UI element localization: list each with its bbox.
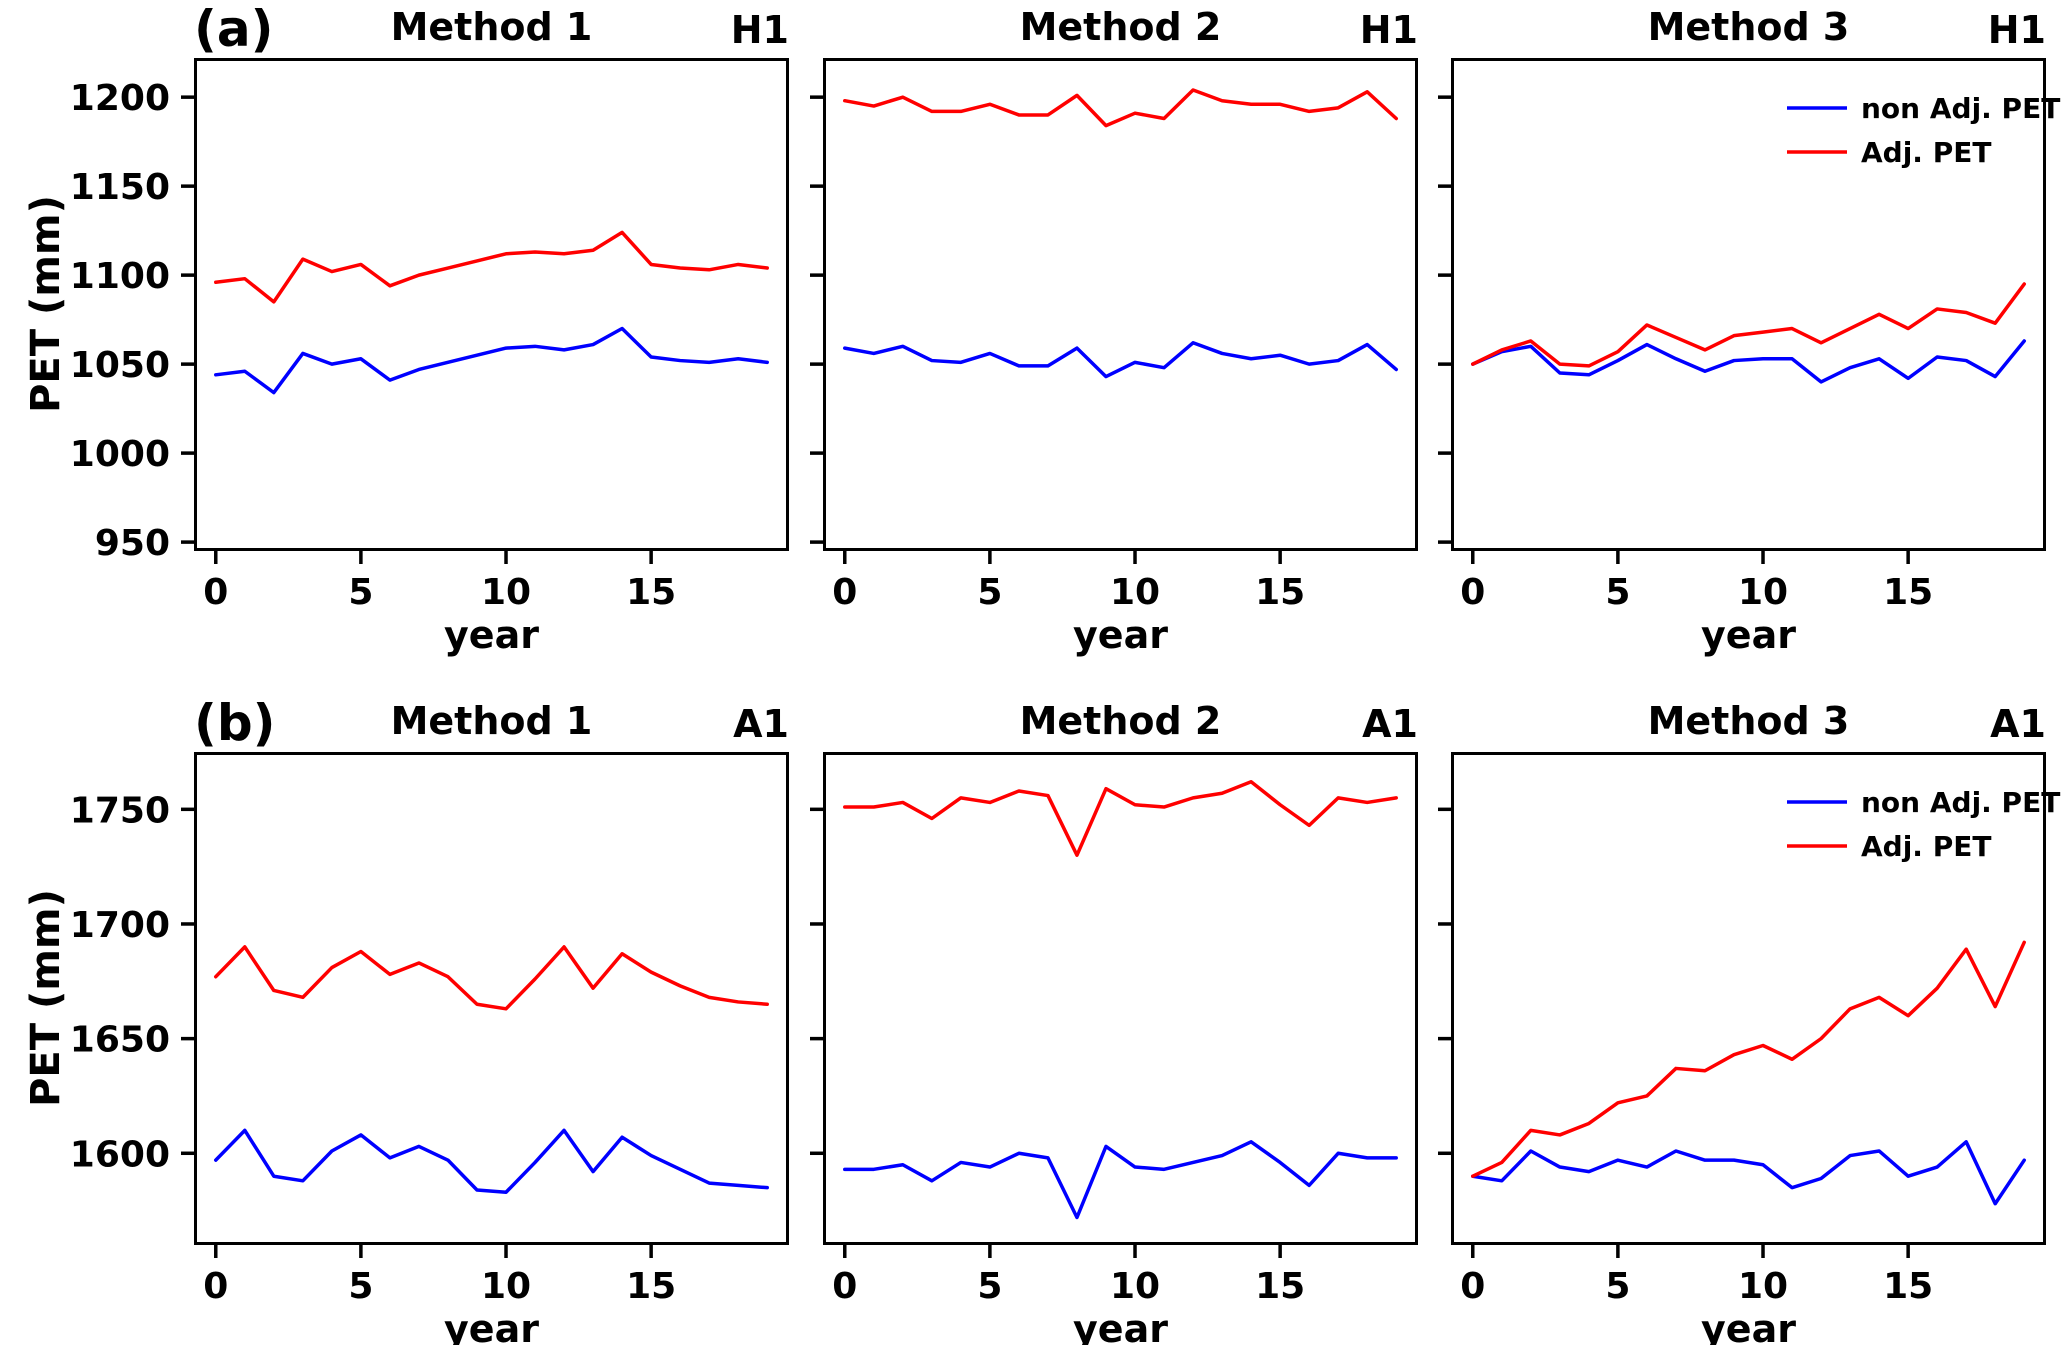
panel-title: Method 2 xyxy=(1019,5,1222,49)
svg-text:1700: 1700 xyxy=(70,905,170,946)
scenario-label: A1 xyxy=(733,702,789,746)
svg-text:15: 15 xyxy=(1255,572,1305,613)
panel-b-method1: (b) Method 1 A1 0 5 10 15 1600 1650 1700 1750 y… xyxy=(70,694,789,1345)
panel-header: Method 2 H1 xyxy=(823,0,1418,54)
panel-header: (a) Method 1 H1 xyxy=(194,0,789,58)
panel-title: Method 1 xyxy=(390,5,593,49)
svg-text:non Adj. PET: non Adj. PET xyxy=(1861,92,2060,125)
panel-title: Method 3 xyxy=(1647,5,1850,49)
y-axis-title-row-b: PET (mm) xyxy=(23,889,69,1107)
svg-text:0: 0 xyxy=(1460,1266,1485,1307)
svg-text:1000: 1000 xyxy=(70,434,170,475)
svg-text:0: 0 xyxy=(832,572,857,613)
svg-text:15: 15 xyxy=(1883,572,1933,613)
svg-text:950: 950 xyxy=(95,523,170,564)
svg-text:15: 15 xyxy=(1255,1266,1305,1307)
scenario-label: H1 xyxy=(730,8,789,52)
panel-a-method1: (a) Method 1 H1 0 5 10 15 950 1000 1050 1100 115… xyxy=(70,0,789,657)
line-chart-a-method1: 0 5 10 15 950 1000 1050 1100 1150 1200 xyxy=(70,58,789,613)
svg-text:Adj. PET: Adj. PET xyxy=(1861,830,1991,863)
svg-text:10: 10 xyxy=(481,1266,531,1307)
x-axis-title: year xyxy=(1701,1307,1796,1345)
svg-text:1200: 1200 xyxy=(70,78,170,119)
svg-text:1600: 1600 xyxy=(70,1134,170,1175)
svg-text:5: 5 xyxy=(348,572,373,613)
svg-text:5: 5 xyxy=(977,572,1002,613)
line-chart-b-method3: 0 5 10 15 non Adj. PET Adj. PET xyxy=(1438,752,2060,1307)
svg-text:0: 0 xyxy=(832,1266,857,1307)
svg-text:10: 10 xyxy=(481,572,531,613)
svg-text:1050: 1050 xyxy=(70,345,170,386)
line-chart-a-method2: 0 5 10 15 xyxy=(810,58,1418,613)
panel-title: Method 3 xyxy=(1647,699,1850,743)
svg-text:1100: 1100 xyxy=(70,256,170,297)
scenario-label: A1 xyxy=(1990,702,2046,746)
y-axis-title-row-a: PET (mm) xyxy=(23,195,69,413)
panel-header: Method 3 A1 xyxy=(1451,694,2046,748)
panel-a-method2: Method 2 H1 0 5 10 15 year xyxy=(810,5,1418,657)
x-axis-title: year xyxy=(1073,1307,1168,1345)
panel-title: Method 1 xyxy=(390,699,593,743)
scenario-label: A1 xyxy=(1362,702,1418,746)
panel-header: Method 2 A1 xyxy=(823,694,1418,748)
scenario-label: H1 xyxy=(1987,8,2046,52)
svg-text:10: 10 xyxy=(1110,572,1160,613)
panel-a-method3: Method 3 H1 0 5 10 15 non Adj. PET Adj. PET y… xyxy=(1438,5,2060,657)
panel-header: (b) Method 1 A1 xyxy=(194,694,789,752)
row-tag-a: (a) xyxy=(194,0,274,58)
panel-header: Method 3 H1 xyxy=(1451,0,2046,54)
x-axis-title: year xyxy=(1701,613,1796,657)
panel-b-method3: Method 3 A1 0 5 10 15 non Adj. PET Adj. PET y… xyxy=(1438,699,2060,1345)
svg-text:15: 15 xyxy=(1883,1266,1933,1307)
line-chart-b-method1: 0 5 10 15 1600 1650 1700 1750 xyxy=(70,752,789,1307)
svg-text:0: 0 xyxy=(203,1266,228,1307)
svg-text:5: 5 xyxy=(1605,572,1630,613)
svg-text:10: 10 xyxy=(1738,1266,1788,1307)
x-axis-title: year xyxy=(444,613,539,657)
svg-text:Adj. PET: Adj. PET xyxy=(1861,136,1991,169)
panel-title: Method 2 xyxy=(1019,699,1222,743)
row-tag-b: (b) xyxy=(194,694,276,752)
svg-text:5: 5 xyxy=(348,1266,373,1307)
svg-text:1650: 1650 xyxy=(70,1020,170,1061)
line-chart-b-method2: 0 5 10 15 xyxy=(810,752,1418,1307)
line-chart-a-method3: 0 5 10 15 non Adj. PET Adj. PET xyxy=(1438,58,2060,613)
svg-text:5: 5 xyxy=(1605,1266,1630,1307)
svg-text:10: 10 xyxy=(1110,1266,1160,1307)
svg-text:5: 5 xyxy=(977,1266,1002,1307)
svg-text:0: 0 xyxy=(1460,572,1485,613)
panel-b-method2: Method 2 A1 0 5 10 15 year xyxy=(810,699,1418,1345)
svg-text:10: 10 xyxy=(1738,572,1788,613)
svg-text:1150: 1150 xyxy=(70,167,170,208)
svg-text:0: 0 xyxy=(203,572,228,613)
svg-text:non Adj. PET: non Adj. PET xyxy=(1861,786,2060,819)
x-axis-title: year xyxy=(1073,613,1168,657)
scenario-label: H1 xyxy=(1359,8,1418,52)
svg-text:15: 15 xyxy=(626,572,676,613)
x-axis-title: year xyxy=(444,1307,539,1345)
svg-text:1750: 1750 xyxy=(70,790,170,831)
svg-text:15: 15 xyxy=(626,1266,676,1307)
